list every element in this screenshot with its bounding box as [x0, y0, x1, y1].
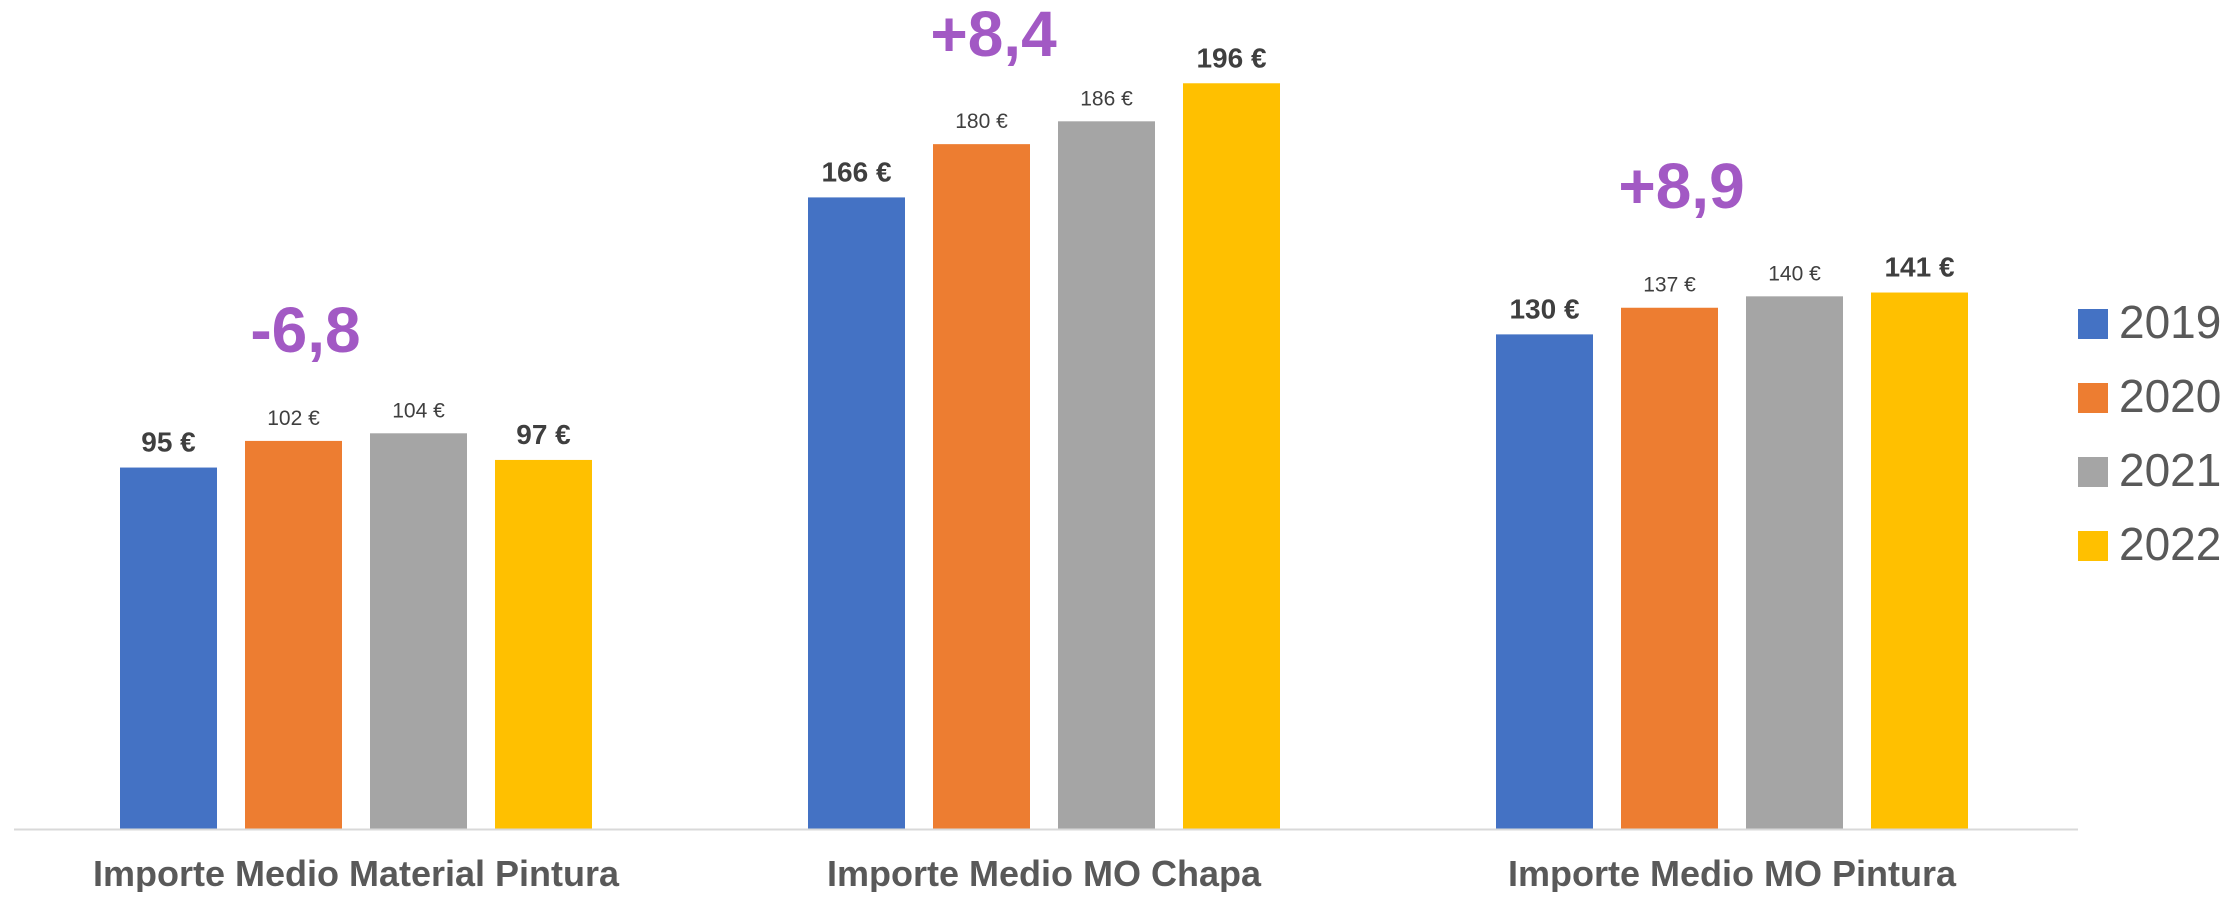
category-label-2: Importe Medio MO Chapa [827, 853, 1262, 892]
bar-2022-1 [495, 459, 592, 829]
legend-label-2022: 2022 [2119, 518, 2221, 570]
legend-item-2022: 2022 [2078, 518, 2221, 570]
legend-swatch-2022 [2078, 531, 2108, 561]
bar-2020-1 [245, 440, 342, 829]
category-label-3: Importe Medio MO Pintura [1508, 853, 1957, 892]
legend-item-2020: 2020 [2078, 370, 2221, 422]
bar-2019-3 [1496, 334, 1593, 829]
data-label-2022-2: 196 € [1196, 42, 1266, 73]
legend-item-2021: 2021 [2078, 444, 2221, 496]
legend-item-2019: 2019 [2078, 296, 2221, 348]
legend-label-2021: 2021 [2119, 444, 2221, 496]
category-labels-layer: Importe Medio Material Pintura Importe Me… [93, 853, 1957, 894]
bar-2020-3 [1621, 307, 1718, 829]
data-label-2022-1: 97 € [516, 419, 571, 450]
bar-2022-2 [1183, 83, 1280, 830]
data-label-2019-3: 130 € [1509, 293, 1579, 324]
annotations-layer: -6,8 +8,4 +8,9 [250, 0, 1744, 366]
legend-swatch-2020 [2078, 383, 2108, 413]
bar-2020-2 [933, 144, 1030, 830]
bar-2021-1 [370, 433, 467, 829]
legend-swatch-2019 [2078, 309, 2108, 339]
bar-2022-3 [1871, 292, 1968, 829]
bar-2021-2 [1058, 121, 1155, 830]
value-labels-layer: 95 € 102 € 104 € 97 € 166 € 180 € 186 € 196 € 13… [141, 42, 1955, 457]
legend-label-2020: 2020 [2119, 370, 2221, 422]
data-label-2020-1: 102 € [267, 407, 320, 430]
legend: 2019 2020 2021 2022 [2078, 296, 2221, 570]
data-label-2019-2: 166 € [821, 156, 891, 187]
data-label-2019-1: 95 € [141, 427, 196, 458]
data-label-2021-3: 140 € [1768, 262, 1821, 285]
data-label-2021-1: 104 € [392, 399, 445, 422]
bar-2019-2 [808, 197, 905, 829]
data-label-2020-3: 137 € [1643, 274, 1696, 297]
category-label-1: Importe Medio Material Pintura [93, 853, 620, 892]
legend-swatch-2021 [2078, 457, 2108, 487]
data-label-2021-2: 186 € [1080, 87, 1133, 110]
bars-layer [120, 83, 1968, 830]
legend-label-2019: 2019 [2119, 296, 2221, 348]
bar-2019-1 [120, 467, 217, 829]
change-annotation-3: +8,9 [1618, 150, 1744, 222]
change-annotation-2: +8,4 [930, 0, 1057, 70]
bar-2021-3 [1746, 296, 1843, 829]
data-label-2020-2: 180 € [955, 110, 1008, 133]
change-annotation-1: -6,8 [250, 294, 360, 366]
data-label-2022-3: 141 € [1884, 252, 1954, 283]
